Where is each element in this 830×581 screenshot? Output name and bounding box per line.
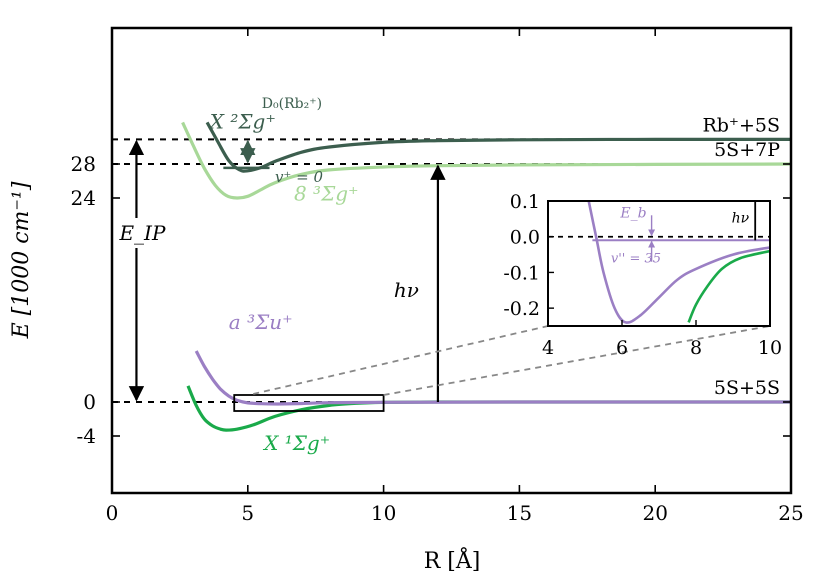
x-tick-label: 15 (507, 501, 532, 525)
x-axis-label: R [Å] (424, 546, 481, 574)
inset-photon-label: hν (732, 210, 750, 226)
zoom-box (233, 394, 385, 412)
series-line (181, 121, 791, 200)
x-tick-label: 20 (642, 501, 667, 525)
inset-y-tick-label: 0.0 (510, 227, 540, 249)
zoom-connector (253, 325, 549, 395)
asymptote-label: 5S+5S (714, 377, 780, 399)
y-axis-label: E [1000 cm⁻¹] (9, 181, 34, 339)
inset-x-tick-label: 8 (690, 337, 702, 359)
x-tick-label: 5 (241, 501, 254, 525)
y-tick-label: 28 (71, 152, 96, 176)
inset-annotations: v'' = 35 E_b hν (548, 201, 770, 266)
inset-background (548, 201, 770, 326)
x-tick-label: 0 (106, 501, 119, 525)
inset-series-line (587, 201, 770, 324)
annotations: X ¹Σg⁺ a ³Σu⁺ 8 ³Σg⁺ X ²Σg⁺ E_IP hν D₀(Rb₂⁺) v⁺… (114, 96, 771, 455)
series-label: X ¹Σg⁺ (262, 431, 330, 455)
series-line (186, 385, 791, 432)
potential-curves (181, 121, 791, 432)
vibrational-level-label: v⁺ = 0 (275, 168, 323, 186)
inset-bound-level-label: v'' = 35 (611, 251, 661, 266)
axes: 0 5 10 15 20 25 -4 0 24 28 (71, 28, 804, 525)
x-tick-label: 10 (371, 501, 396, 525)
y-tick-label: 0 (83, 390, 96, 414)
inset-series-line (687, 249, 770, 323)
y-tick-label: 24 (71, 186, 96, 210)
inset-x-tick-label: 6 (616, 337, 628, 359)
inset-plot: v'' = 35 E_b hν 4 6 8 10 0.1 0.0 -0.1 -0.2 (503, 191, 782, 359)
series-label: X ²Σg⁺ (208, 109, 276, 133)
inset-y-tick-label: -0.1 (503, 262, 540, 284)
series-line (205, 121, 791, 173)
ionization-energy-label: E_IP (118, 221, 166, 245)
inset-curves (587, 201, 770, 324)
inset-x-tick-label: 10 (758, 337, 782, 359)
inset-axes: 4 6 8 10 0.1 0.0 -0.1 -0.2 (503, 191, 782, 359)
series-label: a ³Σu⁺ (229, 310, 293, 334)
inset-y-tick-label: 0.1 (510, 191, 540, 213)
asymptote-label: Rb⁺+5S (702, 114, 780, 136)
zoom-connector (383, 325, 771, 396)
photon-label: hν (394, 278, 419, 302)
inset-x-tick-label: 4 (542, 337, 554, 359)
ionization-label-bg (114, 218, 159, 248)
series-line (194, 350, 791, 406)
binding-energy-label: E_b (619, 205, 646, 221)
y-tick-label: -4 (77, 424, 96, 448)
asymptote-label: 5S+7P (714, 139, 780, 161)
series-label: 8 ³Σg⁺ (294, 182, 359, 206)
dissociation-label: D₀(Rb₂⁺) (262, 96, 322, 112)
inset-frame (547, 200, 771, 327)
inset-y-tick-label: -0.2 (503, 298, 540, 320)
plot-frame (110, 26, 793, 495)
x-tick-label: 25 (778, 501, 803, 525)
